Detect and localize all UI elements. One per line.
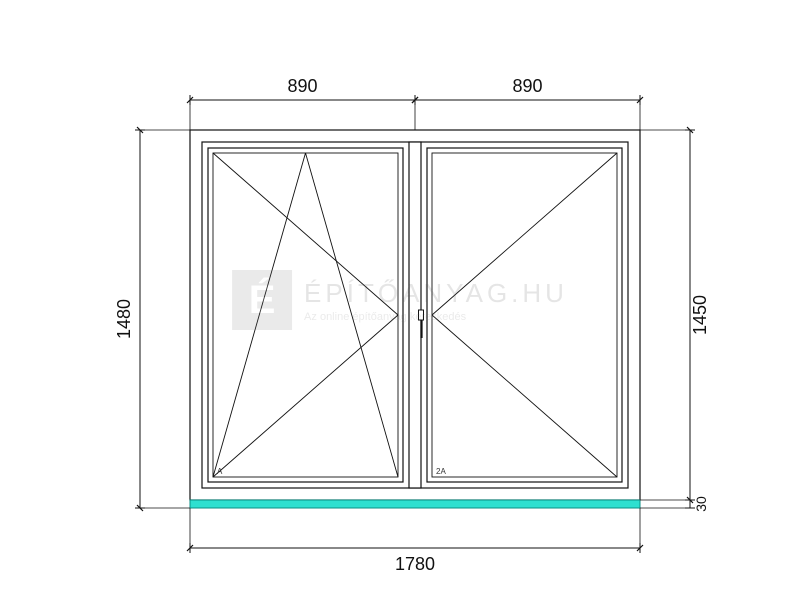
- svg-text:890: 890: [287, 76, 317, 96]
- svg-text:A: A: [217, 467, 223, 476]
- svg-text:2A: 2A: [436, 467, 446, 476]
- window-diagram: A 2A 890 890 1780 1480 1450 30: [0, 0, 800, 600]
- svg-text:30: 30: [693, 496, 709, 512]
- svg-text:1780: 1780: [395, 554, 435, 574]
- svg-text:890: 890: [512, 76, 542, 96]
- svg-text:1480: 1480: [114, 299, 134, 339]
- svg-text:1450: 1450: [690, 295, 710, 335]
